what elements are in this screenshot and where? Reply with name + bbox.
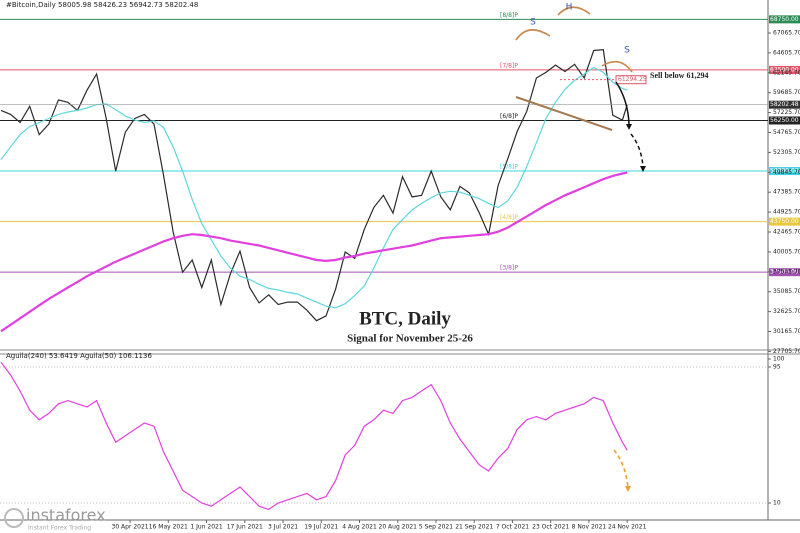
sell-level-label: 61294.25 <box>618 76 647 83</box>
arrow-head <box>626 124 632 130</box>
level-label: 56250.00 <box>770 117 799 124</box>
y-tick-label: 57225.70 <box>773 109 800 116</box>
level-name: [7/8]P <box>500 62 518 69</box>
y-tick-label: 32625.70 <box>773 308 800 315</box>
level-box <box>769 65 800 74</box>
x-tick-label: 5 Sep 2021 <box>419 524 453 531</box>
x-tick-label: 8 Nov 2021 <box>572 524 607 531</box>
plot-layer: [8/8]P 68750.00 [7/8]P 62500.00 [6/8]P 56250.… <box>0 12 800 531</box>
level-label: 62500.00 <box>770 66 799 73</box>
arrow-head <box>640 166 646 172</box>
level-name: [6/8]P <box>500 113 518 120</box>
shoulder-arc <box>515 29 551 41</box>
level-name: [5/8]P <box>500 164 518 171</box>
neckline <box>515 96 613 131</box>
projection-arrow <box>630 133 644 169</box>
y-tick-label: 40005.70 <box>773 248 800 255</box>
x-tick-label: 17 Jun 2021 <box>227 524 263 531</box>
y-tick-label: 37545.70 <box>773 268 800 275</box>
series-line <box>0 49 628 322</box>
y-tick-label: 10 <box>773 500 781 507</box>
pattern-label: S <box>624 46 630 56</box>
chart-subtitle: Signal for November 25-26 <box>347 333 473 345</box>
y-tick-label: 42465.70 <box>773 229 800 236</box>
level-box <box>769 167 800 176</box>
y-tick-label: 67065.70 <box>773 29 800 36</box>
series-line <box>0 171 628 333</box>
oscillator-projection <box>613 449 629 489</box>
x-tick-label: 30 Apr 2021 <box>112 524 149 531</box>
chart-title: BTC, Daily <box>359 308 451 329</box>
head-arc <box>557 6 591 16</box>
y-tick-label: 27705.70 <box>773 348 800 355</box>
x-tick-label: 19 Jul 2021 <box>304 524 338 531</box>
shoulder-arc <box>601 60 633 73</box>
level-label: 43750.00 <box>770 218 799 225</box>
sell-level-box <box>615 75 647 85</box>
projection-arrow <box>615 81 630 125</box>
y-tick-label: 35085.70 <box>773 288 800 295</box>
pattern-label: S <box>530 18 536 28</box>
level-name: [8/8]P <box>500 12 518 19</box>
level-label: 37500.00 <box>770 269 799 276</box>
level-box <box>769 15 800 24</box>
y-tick-label: 44925.70 <box>773 209 800 216</box>
series-line <box>0 361 628 511</box>
x-tick-label: 3 Jul 2021 <box>268 524 298 531</box>
y-tick-label: 95 <box>773 364 781 371</box>
series-line <box>0 66 628 309</box>
y-tick-label: 52305.70 <box>773 149 800 156</box>
level-name: [4/8]P <box>500 214 518 221</box>
sell-note: Sell below 61,294 <box>650 71 708 80</box>
level-box <box>769 217 800 226</box>
y-tick-label: 54765.70 <box>773 129 800 136</box>
y-tick-label: 47385.70 <box>773 189 800 196</box>
x-tick-label: 20 Aug 2021 <box>379 524 418 531</box>
level-label: 50000.00 <box>770 168 799 175</box>
logo-text: instaforex <box>26 506 106 525</box>
level-box <box>769 268 800 277</box>
x-tick-label: 23 Oct 2021 <box>532 524 569 531</box>
level-name: [3/8]P <box>500 265 518 272</box>
watermark: instaforex Instant Forex Trading <box>4 506 106 532</box>
x-tick-label: 7 Oct 2021 <box>496 524 529 531</box>
x-tick-label: 4 Aug 2021 <box>342 524 377 531</box>
chart-header: #Bitcoin,Daily 58005.98 58426.23 56942.7… <box>6 1 198 9</box>
last-price-label: 58202.48 <box>770 101 799 108</box>
x-tick-label: 21 Sep 2021 <box>455 524 493 531</box>
y-tick-label: 30165.70 <box>773 328 800 335</box>
logo <box>4 508 24 528</box>
pattern-label: H <box>566 3 573 13</box>
x-tick-label: 24 Nov 2021 <box>608 524 647 531</box>
logo-tagline: Instant Forex Trading <box>28 525 91 532</box>
x-tick-label: 1 Jun 2021 <box>190 524 222 531</box>
y-tick-label: 62145.70 <box>773 69 800 76</box>
y-tick-label: 64605.70 <box>773 49 800 56</box>
y-tick-label: 59685.70 <box>773 89 800 96</box>
x-tick-label: 16 May 2021 <box>149 524 188 531</box>
level-label: 68750.00 <box>770 16 799 23</box>
y-tick-label: 100 <box>773 356 785 363</box>
last-price-box <box>769 100 800 109</box>
level-box <box>769 116 800 125</box>
y-tick-label: 49845.70 <box>773 169 800 176</box>
oscillator-header: Aguila(240) 53.6419 Aguila(50) 106.1136 <box>6 352 152 360</box>
arrow-head <box>625 486 631 492</box>
